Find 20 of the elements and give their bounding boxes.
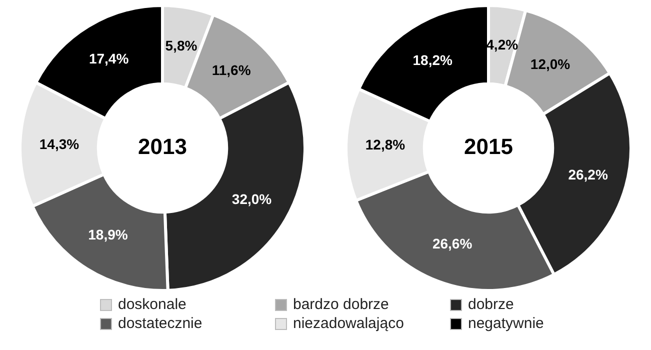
data-label: 18,9% [88, 226, 128, 243]
data-label: 26,6% [432, 236, 473, 252]
legend-label: negatywnie [468, 315, 544, 332]
data-label: 5,8% [165, 37, 198, 54]
legend-label: niezadowalająco [293, 315, 404, 332]
data-label: 14,3% [39, 136, 80, 152]
legend-label: bardzo dobrze [293, 296, 389, 313]
data-label: 32,0% [232, 190, 272, 207]
data-label: 17,4% [88, 50, 130, 67]
text: 2013 [138, 134, 187, 160]
data-label: 26,2% [568, 166, 608, 182]
data-label: 12,8% [365, 136, 406, 152]
text: 2015 [464, 134, 513, 160]
data-label: 18,2% [412, 52, 453, 68]
data-label: 4,2% [486, 36, 519, 52]
data-label: 11,6% [212, 62, 252, 78]
legend-label: dostatecznie [118, 315, 202, 332]
legend-label: dobrze [468, 296, 514, 313]
data-label: 12,0% [530, 56, 571, 72]
legend-label: doskonale [118, 296, 186, 313]
